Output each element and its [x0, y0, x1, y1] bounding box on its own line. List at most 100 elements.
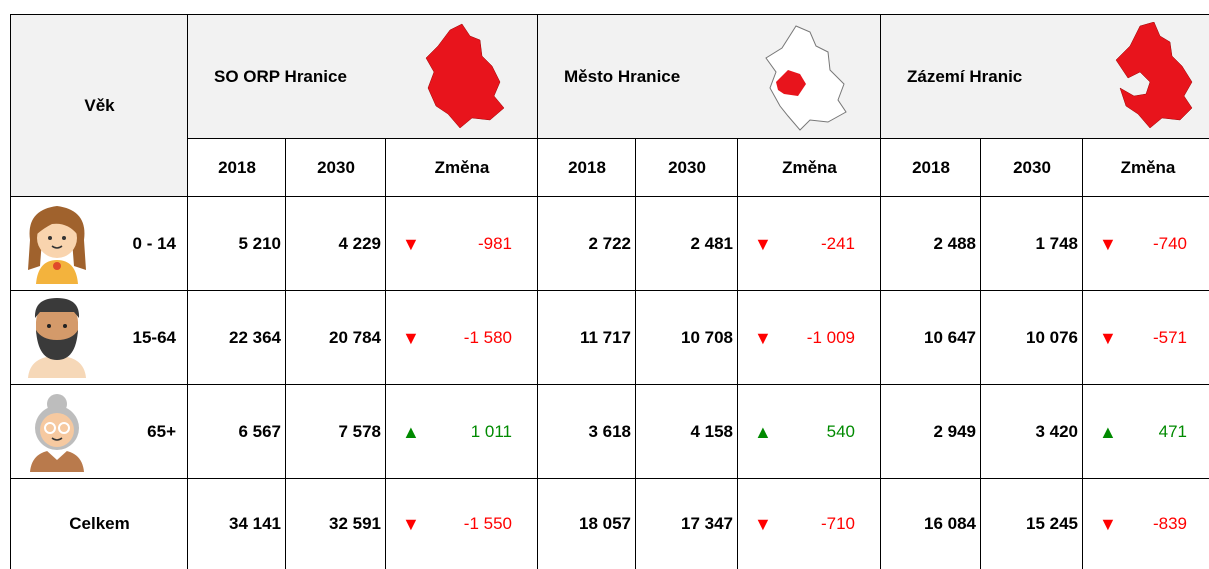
cell-text: Celkem [69, 514, 130, 533]
cell-text: Město Hranice [564, 67, 681, 86]
value-cell: 2 488 [880, 196, 981, 291]
cell-text: 34 141 [229, 514, 281, 533]
cell-text: 10 076 [1026, 328, 1078, 347]
cell-text: SO ORP Hranice [214, 67, 347, 86]
value-cell: 2 481 [635, 196, 738, 291]
value-cell: 3 420 [980, 384, 1083, 479]
icon-child [28, 206, 86, 284]
change-cell: ▼ -571 [1082, 290, 1209, 385]
arrow-down: ▼ [402, 513, 420, 534]
row-label: 15-64 [10, 290, 188, 385]
cell-text: 2 949 [933, 422, 976, 441]
sub-header: Změna [1082, 138, 1209, 197]
cell-text: -740 [1152, 234, 1187, 253]
row-label: 65+ [10, 384, 188, 479]
cell-text: -981 [477, 234, 512, 253]
sub-header: 2018 [880, 138, 981, 197]
value-cell: 17 347 [635, 478, 738, 569]
value-cell: 5 210 [187, 196, 286, 291]
cell-text: Změna [434, 158, 490, 177]
sub-header: Změna [737, 138, 881, 197]
sub-header: 2030 [285, 138, 386, 197]
arrow-down: ▼ [402, 327, 420, 348]
sub-header: 2018 [187, 138, 286, 197]
arrow-down: ▼ [1099, 513, 1117, 534]
cell-text: 471 [1158, 422, 1187, 441]
cell-text: 10 708 [681, 328, 733, 347]
value-cell: 1 748 [980, 196, 1083, 291]
cell-text: 7 578 [338, 422, 381, 441]
cell-text: 3 420 [1035, 422, 1078, 441]
age-header: Věk [10, 14, 188, 197]
map-zazemi [1115, 22, 1193, 129]
arrow-down: ▼ [754, 233, 772, 254]
cell-text: Věk [84, 96, 115, 115]
cell-text: 4 229 [338, 234, 381, 253]
value-cell: 10 076 [980, 290, 1083, 385]
cell-text: 65+ [147, 422, 176, 441]
cell-text: 2018 [568, 158, 606, 177]
change-cell: ▼ -1 009 [737, 290, 881, 385]
cell-text: 10 647 [924, 328, 976, 347]
cell-text: -571 [1152, 328, 1187, 347]
row-label: 0 - 14 [10, 196, 188, 291]
cell-text: Změna [782, 158, 837, 177]
value-cell: 22 364 [187, 290, 286, 385]
cell-text: 2 488 [933, 234, 976, 253]
value-cell: 4 158 [635, 384, 738, 479]
cell-text: 0 - 14 [132, 234, 176, 253]
map-mesto [765, 25, 847, 131]
icon-man [28, 298, 86, 378]
arrow-down: ▼ [754, 513, 772, 534]
arrow-down: ▼ [754, 327, 772, 348]
cell-text: -1 580 [463, 328, 512, 347]
cell-text: 32 591 [329, 514, 381, 533]
value-cell: 3 618 [537, 384, 636, 479]
cell-text: 2030 [317, 158, 355, 177]
sub-header: 2030 [635, 138, 738, 197]
value-cell: 10 708 [635, 290, 738, 385]
change-cell: ▲ 540 [737, 384, 881, 479]
cell-text: -839 [1152, 514, 1187, 533]
cell-text: 2018 [912, 158, 950, 177]
cell-text: 18 057 [579, 514, 631, 533]
map-so-orp [425, 23, 505, 129]
value-cell: 10 647 [880, 290, 981, 385]
cell-text: 16 084 [924, 514, 976, 533]
change-cell: ▼ -740 [1082, 196, 1209, 291]
sub-header: 2018 [537, 138, 636, 197]
cell-text: 5 210 [238, 234, 281, 253]
cell-text: 20 784 [329, 328, 381, 347]
value-cell: 4 229 [285, 196, 386, 291]
cell-text: 540 [826, 422, 855, 441]
cell-text: 3 618 [588, 422, 631, 441]
cell-text: -1 550 [463, 514, 512, 533]
arrow-down: ▼ [1099, 327, 1117, 348]
cell-text: 17 347 [681, 514, 733, 533]
icon-old-woman [30, 394, 84, 472]
value-cell: 20 784 [285, 290, 386, 385]
value-cell: 34 141 [187, 478, 286, 569]
cell-text: 1 011 [470, 422, 512, 441]
change-cell: ▲ 471 [1082, 384, 1209, 479]
value-cell: 15 245 [980, 478, 1083, 569]
value-cell: 18 057 [537, 478, 636, 569]
change-cell: ▼ -241 [737, 196, 881, 291]
sub-header: 2030 [980, 138, 1083, 197]
cell-text: -710 [820, 514, 855, 533]
cell-text: 22 364 [229, 328, 281, 347]
change-cell: ▼ -710 [737, 478, 881, 569]
cell-text: Změna [1120, 158, 1176, 177]
cell-text: 2 722 [588, 234, 631, 253]
arrow-up: ▲ [402, 421, 420, 442]
value-cell: 32 591 [285, 478, 386, 569]
arrow-up: ▲ [1099, 421, 1117, 442]
change-cell: ▼ -1 550 [385, 478, 538, 569]
arrow-up: ▲ [754, 421, 772, 442]
value-cell: 2 722 [537, 196, 636, 291]
change-cell: ▼ -839 [1082, 478, 1209, 569]
change-cell: ▼ -1 580 [385, 290, 538, 385]
cell-text: 2030 [668, 158, 706, 177]
change-cell: ▼ -981 [385, 196, 538, 291]
